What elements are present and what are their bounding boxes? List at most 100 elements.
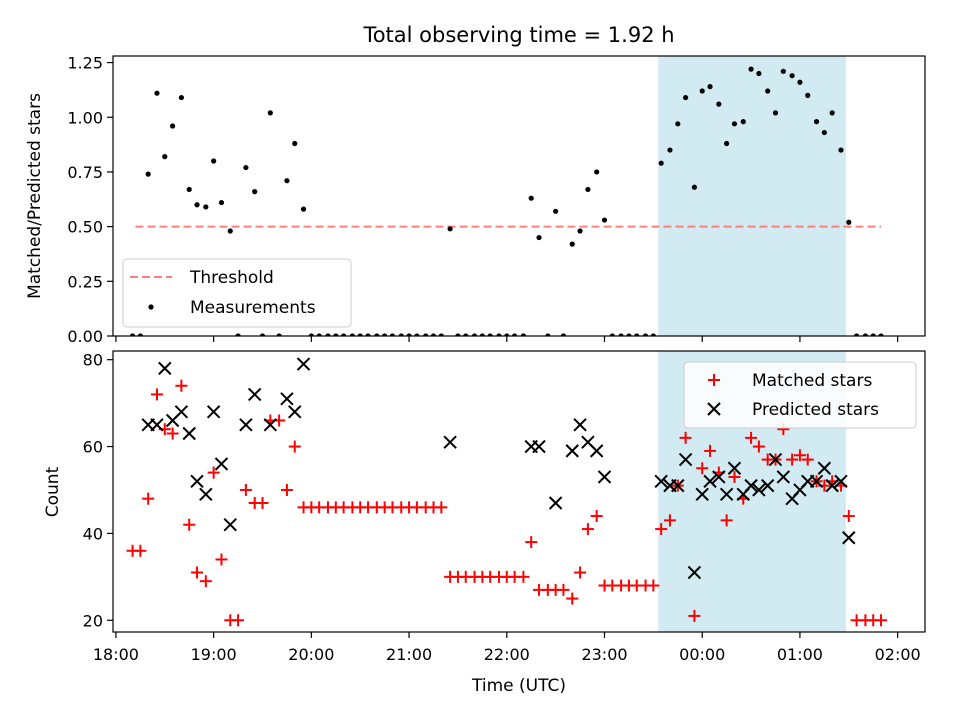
matched-star-point	[745, 431, 758, 444]
measurement-point	[667, 147, 673, 153]
predicted-star-stroke-b	[825, 478, 839, 493]
measurement-point	[316, 333, 322, 336]
predicted-star-stroke-b	[768, 452, 783, 467]
measurement-point	[292, 140, 298, 147]
x-tick-label: 22:00	[484, 645, 530, 664]
measurement-point	[609, 333, 615, 336]
measurement-point	[496, 333, 502, 336]
measurement-point	[772, 110, 779, 116]
measurement-point	[447, 226, 453, 232]
measurement-point	[716, 101, 722, 107]
predicted-star-stroke-b	[247, 387, 262, 402]
measurement-point	[276, 333, 282, 336]
top-y-tick-label: 0.25	[67, 272, 103, 291]
predicted-star-stroke-b	[817, 461, 832, 475]
measurement-point	[398, 333, 404, 336]
measurement-point	[438, 333, 444, 336]
predicted-star-stroke-b	[678, 452, 693, 467]
predicted-star-stroke-b	[671, 478, 685, 493]
predicted-star-stroke-b	[223, 518, 237, 532]
measurement-point	[870, 333, 876, 336]
top-y-tick-label: 0.00	[67, 327, 103, 346]
predicted-star-point	[695, 487, 709, 502]
predicted-star-stroke-b	[695, 487, 709, 502]
matched-star-point	[566, 592, 579, 605]
matched-star-point	[166, 427, 179, 440]
predicted-star-stroke-b	[182, 426, 196, 441]
predicted-star-stroke-b	[719, 487, 734, 502]
predicted-star-point	[443, 435, 457, 449]
measurement-point	[211, 158, 217, 164]
matched-star-point	[150, 388, 163, 401]
measurement-point	[756, 70, 762, 77]
predicted-star-stroke-b	[654, 474, 668, 489]
measurement-point	[463, 333, 469, 336]
measurement-point	[357, 333, 363, 336]
predicted-star-stroke-b	[150, 418, 164, 432]
measurement-point	[642, 333, 649, 336]
measurement-point	[162, 154, 168, 160]
predicted-star-point	[263, 418, 278, 432]
predicted-star-stroke-b	[280, 392, 294, 406]
measurement-point	[145, 171, 151, 177]
matched-star-point	[875, 614, 888, 627]
x-tick-label: 02:00	[875, 645, 921, 664]
measurement-point	[569, 241, 575, 247]
predicted-star-stroke-b	[744, 478, 758, 493]
bottom-y-tick-label: 80	[83, 351, 103, 370]
matched-star-point	[793, 449, 806, 462]
measurement-point	[235, 333, 241, 336]
predicted-star-point	[174, 405, 189, 419]
predicted-star-point	[199, 487, 213, 502]
predicted-star-point	[247, 387, 262, 402]
measurement-point	[504, 333, 510, 336]
measurement-point	[170, 123, 176, 129]
predicted-star-point	[190, 474, 204, 489]
predicted-star-point	[752, 483, 766, 497]
measurement-point	[374, 333, 380, 336]
legend-predicted-swatch	[707, 402, 721, 416]
matched-star-point	[720, 514, 733, 527]
measurement-point	[218, 199, 225, 206]
matched-star-point	[199, 575, 212, 588]
predicted-star-stroke-b	[597, 470, 612, 484]
measurement-point	[789, 73, 795, 79]
measurement-point	[724, 140, 730, 147]
measurement-point	[349, 333, 355, 336]
predicted-star-stroke-b	[443, 435, 457, 449]
matched-star-point	[517, 570, 530, 583]
predicted-star-stroke-b	[760, 478, 775, 493]
matched-star-point	[183, 518, 196, 531]
bottom-y-tick-label: 20	[83, 611, 103, 630]
predicted-star-point	[280, 392, 294, 406]
measurement-point	[618, 333, 624, 336]
measurement-point	[821, 129, 827, 136]
top-y-axis-label: Matched/Predicted stars	[25, 93, 45, 299]
legend-measurements-swatch	[148, 304, 154, 310]
predicted-star-point	[744, 478, 758, 493]
top-highlight-span	[658, 56, 846, 336]
matched-star-point	[239, 483, 252, 496]
predicted-star-point	[760, 478, 775, 493]
top-y-tick-label: 0.50	[67, 218, 103, 237]
predicted-star-stroke-b	[158, 361, 172, 376]
matched-star-point	[175, 379, 188, 392]
legend-matched-swatch	[708, 374, 720, 386]
predicted-star-point	[573, 418, 587, 432]
matched-star-point	[679, 431, 692, 444]
matched-star-point	[786, 453, 799, 466]
predicted-star-point	[768, 452, 783, 467]
legend-matched-label: Matched stars	[752, 371, 872, 391]
predicted-star-point	[678, 452, 693, 467]
matched-star-point	[557, 583, 570, 596]
top-y-tick-label: 0.75	[67, 163, 103, 182]
measurement-point	[862, 333, 868, 336]
x-tick-label: 00:00	[679, 645, 725, 664]
measurement-point	[129, 333, 136, 336]
predicted-star-stroke-b	[239, 418, 253, 432]
measurement-point	[699, 88, 705, 94]
predicted-star-point	[703, 474, 717, 489]
measurement-point	[300, 206, 307, 212]
predicted-star-stroke-b	[589, 444, 604, 458]
